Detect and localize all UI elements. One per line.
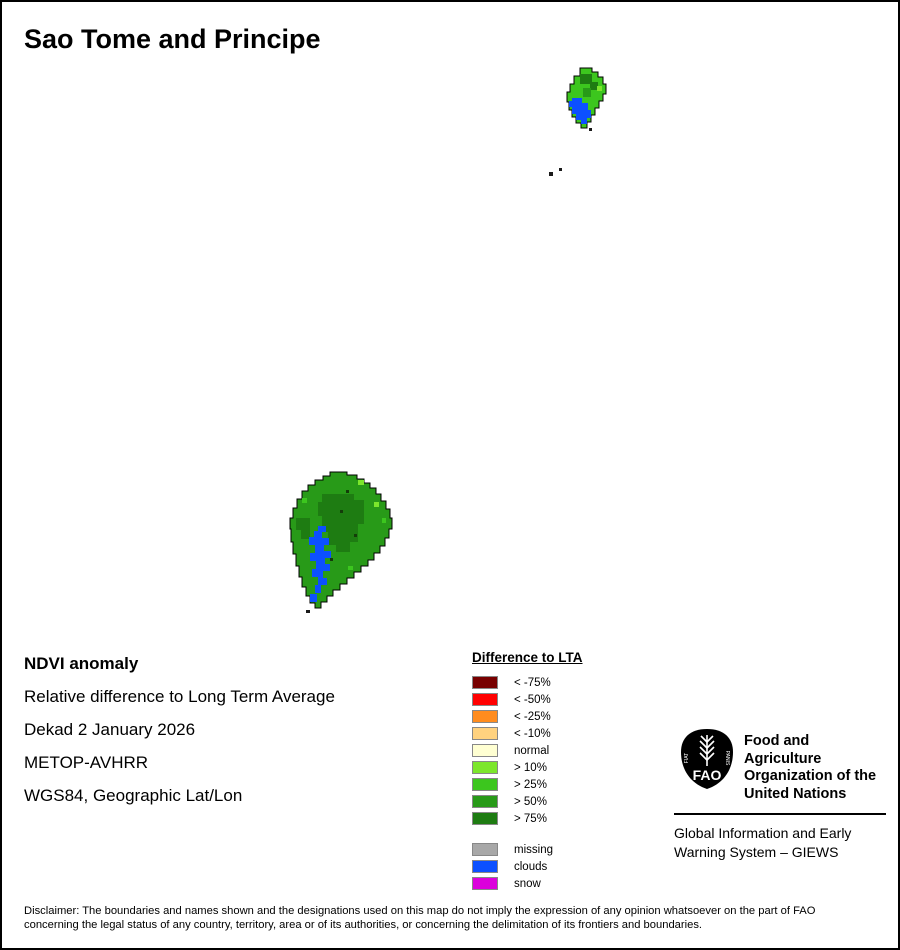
giews-line: Warning System – GIEWS: [674, 843, 839, 860]
fao-divider: [674, 813, 886, 815]
legend-swatch: [472, 795, 498, 808]
legend-row: < -75%: [472, 674, 583, 691]
sao-tome-dense-vegetation: [318, 494, 364, 552]
legend-row: < -10%: [472, 725, 583, 742]
legend-swatch: [472, 693, 498, 706]
islet-pixel: [589, 128, 592, 131]
legend-row: missing: [472, 841, 583, 858]
legend-label: < -10%: [514, 727, 551, 740]
legend-swatch: [472, 778, 498, 791]
disclaimer-text: Disclaimer: The boundaries and names sho…: [24, 905, 816, 931]
legend-swatch: [472, 744, 498, 757]
island-sao-tome: [289, 471, 393, 613]
legend-row: normal: [472, 742, 583, 759]
principe-clouds: [569, 98, 591, 124]
legend-swatch: [472, 843, 498, 856]
svg-text:PANIS: PANIS: [724, 751, 730, 766]
svg-text:FAO: FAO: [693, 767, 722, 783]
sao-tome-clouds-tail: [310, 594, 317, 602]
legend-label: > 10%: [514, 761, 547, 774]
fao-header: FIAT PANIS FAO Food and Agriculture Orga…: [674, 728, 886, 803]
legend-swatch: [472, 727, 498, 740]
info-heading: NDVI anomaly: [24, 654, 139, 673]
legend-row: < -25%: [472, 708, 583, 725]
legend: Difference to LTA < -75% < -50% < -25% <…: [472, 650, 583, 892]
island-principe: [549, 67, 607, 176]
sao-tome-dark-pixel: [354, 534, 357, 537]
legend-swatch: [472, 710, 498, 723]
sao-tome-bright-pixel: [302, 498, 307, 503]
legend-swatch: [472, 860, 498, 873]
sao-tome-bright-pixel: [374, 502, 379, 507]
legend-swatch: [472, 676, 498, 689]
sao-tome-dark-pixel: [346, 490, 349, 493]
legend-title: Difference to LTA: [472, 650, 583, 665]
islet-pixel: [559, 168, 562, 171]
legend-row: > 10%: [472, 759, 583, 776]
legend-label: < -75%: [514, 676, 551, 689]
legend-label: clouds: [514, 860, 548, 873]
islet-pixel: [306, 610, 310, 613]
info-block: NDVI anomaly Relative difference to Long…: [24, 654, 335, 819]
legend-label: < -50%: [514, 693, 551, 706]
sao-tome-dense-vegetation-west: [296, 518, 310, 539]
giews-caption: Global Information and Early Warning Sys…: [674, 824, 886, 861]
legend-label: missing: [514, 843, 553, 856]
page-title: Sao Tome and Principe: [24, 24, 321, 54]
legend-label: normal: [514, 744, 550, 757]
principe-vegetation-patch: [583, 88, 591, 97]
legend-swatch: [472, 812, 498, 825]
principe-bright-pixel: [597, 86, 602, 91]
sao-tome-bright-pixel: [348, 566, 353, 570]
legend-swatch: [472, 877, 498, 890]
legend-row: > 50%: [472, 793, 583, 810]
fao-org-line: Organization of the: [744, 768, 877, 784]
sao-tome-clouds: [309, 526, 331, 593]
fao-block: FIAT PANIS FAO Food and Agriculture Orga…: [674, 728, 886, 861]
info-line: Relative difference to Long Term Average: [24, 687, 335, 706]
legend-label: > 75%: [514, 812, 547, 825]
sao-tome-dark-pixel: [330, 558, 333, 561]
legend-row: < -50%: [472, 691, 583, 708]
legend-label: < -25%: [514, 710, 551, 723]
legend-label: > 50%: [514, 795, 547, 808]
legend-label: > 25%: [514, 778, 547, 791]
legend-row: > 75%: [472, 810, 583, 827]
giews-line: Global Information and Early: [674, 825, 852, 841]
principe-dense-vegetation: [580, 74, 598, 90]
fao-org-line: United Nations: [744, 785, 847, 802]
fao-org-line: Food and Agriculture: [744, 733, 822, 767]
legend-row: > 25%: [472, 776, 583, 793]
fao-logo-icon: FIAT PANIS FAO: [681, 729, 733, 789]
sao-tome-dark-pixel: [340, 510, 343, 513]
islet-pixel: [549, 172, 553, 176]
legend-row: clouds: [472, 858, 583, 875]
legend-row: snow: [472, 875, 583, 892]
sao-tome-bright-pixel: [358, 480, 364, 485]
info-line: WGS84, Geographic Lat/Lon: [24, 786, 243, 805]
svg-text:FIAT: FIAT: [684, 753, 690, 763]
legend-label: snow: [514, 877, 541, 890]
info-line: METOP-AVHRR: [24, 753, 149, 772]
sao-tome-bright-pixel: [382, 518, 386, 523]
fao-org-name: Food and Agriculture Organization of the…: [744, 728, 886, 803]
legend-swatch: [472, 761, 498, 774]
legend-gap: [472, 827, 583, 841]
info-line: Dekad 2 January 2026: [24, 720, 196, 739]
